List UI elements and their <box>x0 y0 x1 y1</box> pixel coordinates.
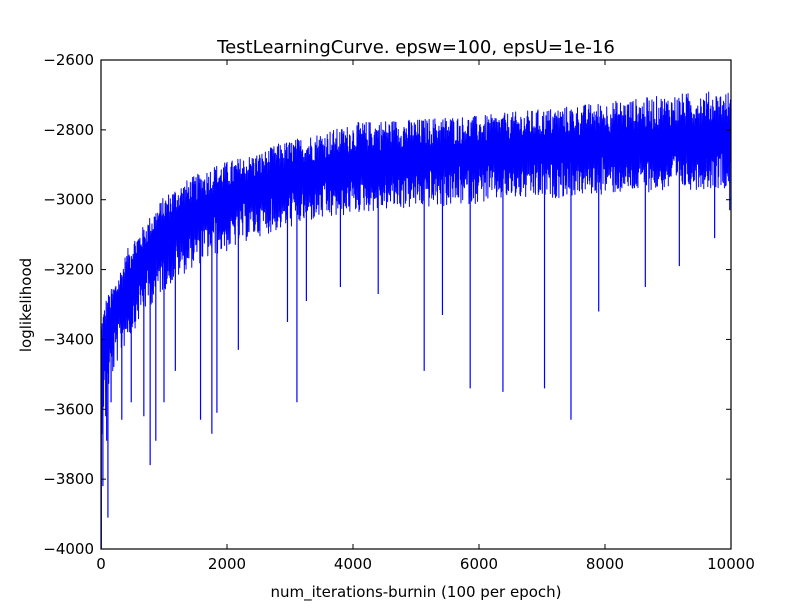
x-tick-label: 2000 <box>208 555 246 573</box>
y-tick-label: −2600 <box>43 51 94 69</box>
y-tick-label: −3800 <box>43 470 94 488</box>
plot-area <box>101 91 731 549</box>
x-tick-label: 10000 <box>707 555 755 573</box>
y-tick-label: −3200 <box>43 261 94 279</box>
plot-frame <box>100 59 732 550</box>
x-tick-label: 0 <box>96 555 106 573</box>
x-axis-label: num_iterations-burnin (100 per epoch) <box>270 583 561 602</box>
y-tick-label: −2800 <box>43 121 94 139</box>
y-tick-label: −3000 <box>43 191 94 209</box>
y-axis-label: loglikelihood <box>17 258 35 352</box>
series-line <box>101 91 731 435</box>
chart-title: TestLearningCurve. epsw=100, epsU=1e-16 <box>216 37 615 58</box>
y-tick-label: −4000 <box>43 540 94 558</box>
x-tick-label: 6000 <box>460 555 498 573</box>
y-tick-label: −3400 <box>43 330 94 348</box>
x-tick-label: 8000 <box>586 555 624 573</box>
series-layer <box>101 91 731 549</box>
y-tick-label: −3600 <box>43 400 94 418</box>
x-tick-label: 4000 <box>334 555 372 573</box>
tick-labels-layer: 0 2000 4000 6000 8000 10000 −4000 −3800 −3600 −34… <box>43 51 755 573</box>
